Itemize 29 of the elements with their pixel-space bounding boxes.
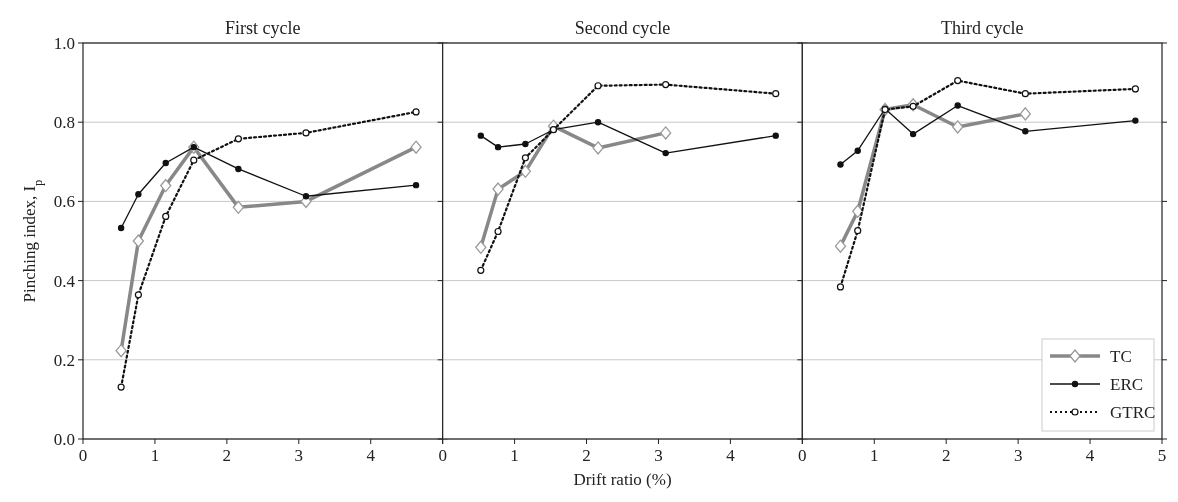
x-tick-label: 2 xyxy=(941,446,951,465)
legend-label: ERC xyxy=(1110,375,1144,394)
x-tick-label: 0 xyxy=(798,446,807,465)
x-tick-label: 2 xyxy=(222,446,232,465)
legend-label: TC xyxy=(1110,347,1132,366)
x-tick-label: 3 xyxy=(1013,446,1023,465)
x-tick-label: 1 xyxy=(150,446,160,465)
y-tick-label: 0.4 xyxy=(53,271,76,291)
chart-title: Second cycle xyxy=(574,18,671,38)
chart-title: Third cycle xyxy=(940,18,1024,38)
y-tick-label: 0.0 xyxy=(53,430,75,449)
y-tick-label: 0.8 xyxy=(53,113,75,133)
x-axis-title: Drift ratio (%) xyxy=(573,470,672,489)
x-tick-label: 5 xyxy=(1157,446,1167,465)
x-tick-label: 2 xyxy=(582,446,591,465)
y-tick-label: 0.2 xyxy=(53,350,75,370)
x-tick-label: 4 xyxy=(1085,446,1095,465)
legend-label: GTRC xyxy=(1110,403,1156,422)
chart-title: First cycle xyxy=(225,18,301,38)
x-tick-label: 1 xyxy=(870,446,879,465)
x-tick-label: 3 xyxy=(654,446,663,465)
y-tick-label: 0.6 xyxy=(53,192,75,212)
x-tick-label: 0 xyxy=(438,446,447,465)
x-tick-label: 1 xyxy=(510,446,519,465)
x-tick-label: 4 xyxy=(726,446,736,465)
y-tick-label: 1.0 xyxy=(53,34,75,53)
x-tick-label: 4 xyxy=(366,446,376,465)
x-tick-label: 3 xyxy=(294,446,304,465)
x-tick-label: 0 xyxy=(78,446,88,465)
